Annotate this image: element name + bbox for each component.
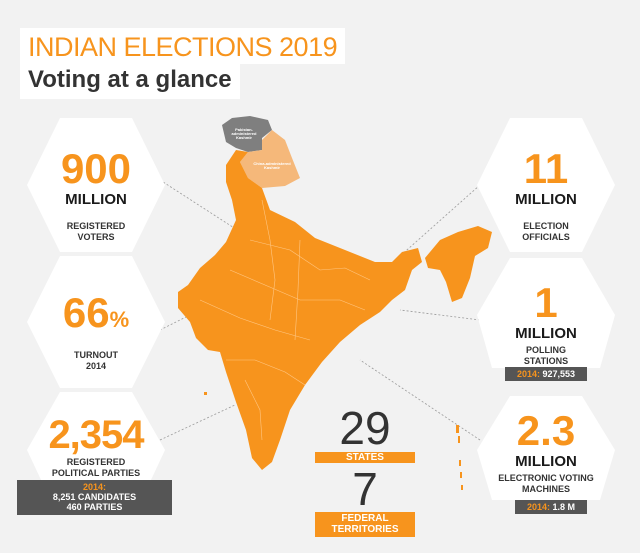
connector-voters <box>159 179 246 236</box>
officials-label-2: OFFICIALS <box>522 232 570 242</box>
hexagons-right <box>477 118 615 500</box>
parties-value: 2,354 <box>48 413 144 457</box>
map-label-pakistan-kashmir: Pakistan-administered Kashmir <box>224 128 264 140</box>
map-label-ch-line-2: Kashmir <box>263 165 280 170</box>
map-india-mainland <box>178 150 422 470</box>
machines-label-1: ELECTRONIC VOTING <box>498 473 594 483</box>
turnout-value-wrap: 66% <box>27 292 165 334</box>
hexagon-machines <box>477 396 615 500</box>
machines-note-value: 1.8 M <box>552 502 576 512</box>
territories-label-1: FEDERAL <box>341 513 389 524</box>
hexagon-parties <box>27 392 165 482</box>
parties-note-year: 2014: <box>82 482 107 492</box>
connector-machines <box>359 359 481 441</box>
map-china-administered-kashmir <box>240 130 300 188</box>
officials-label-1: ELECTION <box>523 221 569 231</box>
map-india-northeast <box>425 226 492 302</box>
hexagon-voters <box>27 118 165 252</box>
officials-unit: MILLION <box>515 191 577 208</box>
stat-officials: 11 MILLION ELECTION OFFICIALS <box>477 148 615 243</box>
voters-value: 900 <box>60 145 132 192</box>
parties-note: 2014: 8,251 CANDIDATES 460 PARTIES <box>17 482 172 512</box>
stations-value: 1 <box>534 279 558 326</box>
states-value: 29 <box>339 402 391 454</box>
map-label-china-kashmir: China-administered Kashmir <box>252 162 292 170</box>
map-islands <box>204 392 463 490</box>
stat-turnout: 66% TURNOUT 2014 <box>27 292 165 372</box>
stat-parties: 2,354 REGISTERED POLITICAL PARTIES <box>22 415 170 479</box>
stat-machines: 2.3 MILLION ELECTRONIC VOTING MACHINES <box>477 410 615 495</box>
page-title: INDIAN ELECTIONS 2019 <box>28 32 338 62</box>
stations-note: 2014: 927,553 <box>505 369 587 379</box>
connector-parties <box>159 404 236 441</box>
machines-note-bar <box>515 500 587 514</box>
hexagon-stations <box>477 258 615 368</box>
voters-unit: MILLION <box>65 191 127 208</box>
stations-note-value: 927,553 <box>542 369 576 379</box>
stations-note-bar <box>505 367 587 381</box>
turnout-label-1: TURNOUT <box>74 350 118 360</box>
voters-label-1: REGISTERED <box>66 221 126 231</box>
parties-note-candidates: 8,251 CANDIDATES <box>52 492 137 502</box>
parties-note-bar <box>17 480 172 515</box>
territories-value: 7 <box>352 463 378 515</box>
connector-stations <box>399 309 481 321</box>
machines-note-year: 2014: <box>526 502 550 512</box>
stations-note-year: 2014: <box>516 369 540 379</box>
parties-label-1: REGISTERED <box>66 457 126 467</box>
page-subtitle: Voting at a glance <box>20 63 240 99</box>
machines-label-2: MACHINES <box>521 484 570 494</box>
machines-note: 2014: 1.8 M <box>515 502 587 512</box>
states-label: STATES <box>315 452 415 463</box>
stations-unit: MILLION <box>515 325 577 342</box>
machines-unit: MILLION <box>515 453 577 470</box>
map-pakistan-administered-kashmir <box>222 116 272 152</box>
turnout-suffix: % <box>109 307 130 332</box>
machines-value: 2.3 <box>516 407 576 454</box>
officials-value: 11 <box>523 145 569 192</box>
hexagon-officials <box>477 118 615 252</box>
territories-label-2: TERRITORIES <box>331 524 399 535</box>
stations-label-1: POLLING <box>526 345 566 355</box>
turnout-label-2: 2014 <box>85 361 107 371</box>
stat-stations: 1 MILLION POLLING STATIONS <box>477 282 615 367</box>
voters-label-2: VOTERS <box>77 232 115 242</box>
stations-label-2: STATIONS <box>523 356 569 366</box>
hexagon-turnout <box>27 256 165 388</box>
territories-label: FEDERAL TERRITORIES <box>315 512 415 537</box>
map-label-ch-line-1: China-administered <box>253 161 291 166</box>
map-label-pak-line-2: Kashmir <box>235 135 252 140</box>
map-label-pak-line-1: Pakistan-administered <box>231 127 257 136</box>
india-map <box>178 116 492 490</box>
parties-label-2: POLITICAL PARTIES <box>51 468 141 478</box>
turnout-value: 66 <box>62 289 110 336</box>
parties-note-parties: 460 PARTIES <box>66 502 123 512</box>
map-state-borders <box>199 199 371 441</box>
title-box: INDIAN ELECTIONS 2019 <box>20 28 346 64</box>
stat-voters: 900 MILLION REGISTERED VOTERS <box>27 148 165 243</box>
hexagons-left <box>27 118 165 482</box>
